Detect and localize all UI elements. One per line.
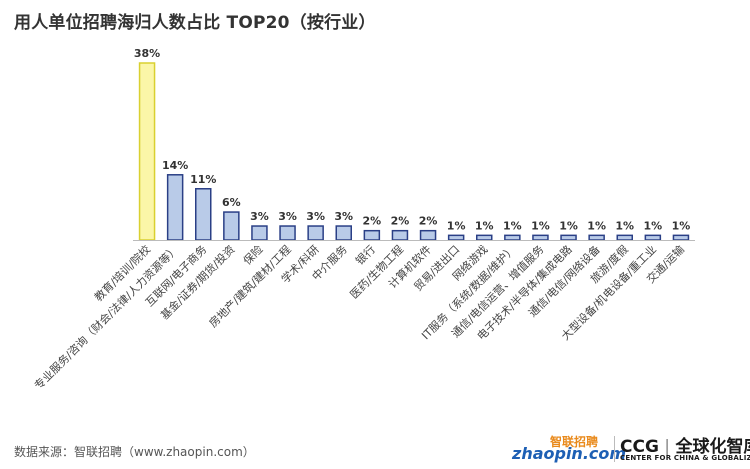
category-label-2: 专业服务/咨询（财会/法律/人力资源等） xyxy=(31,242,181,392)
bars-group xyxy=(138,62,690,241)
value-label-18: 1% xyxy=(615,219,634,232)
bar-10 xyxy=(391,229,409,241)
value-label-2: 14% xyxy=(162,159,188,172)
value-label-3: 11% xyxy=(190,173,216,186)
ccg-logo-cn: 全球化智库 xyxy=(675,437,750,457)
value-label-7: 3% xyxy=(306,210,325,223)
value-label-15: 1% xyxy=(531,219,550,232)
bar-11 xyxy=(419,229,437,241)
ccg-logo-mark: CCG | 全球化智库 xyxy=(620,432,750,457)
value-label-6: 3% xyxy=(278,210,297,223)
ccg-logo: CCG | 全球化智库 CENTER FOR CHINA & GLOBALIZA… xyxy=(620,432,750,466)
bar-20 xyxy=(672,234,690,241)
bar-7 xyxy=(307,225,324,241)
bar-8 xyxy=(335,225,352,241)
value-label-4: 6% xyxy=(222,196,241,209)
value-label-5: 3% xyxy=(250,210,269,223)
value-label-20: 1% xyxy=(672,219,691,232)
value-label-12: 1% xyxy=(447,219,466,232)
value-label-14: 1% xyxy=(503,219,522,232)
category-label-5: 保险 xyxy=(240,242,265,267)
category-labels-group: 教育/培训/院校专业服务/咨询（财会/法律/人力资源等）互联网/电子商务基金/证… xyxy=(31,242,687,392)
value-label-1: 38% xyxy=(134,47,160,60)
bar-2 xyxy=(166,174,184,241)
value-label-17: 1% xyxy=(587,219,606,232)
value-label-11: 2% xyxy=(419,215,438,228)
chart-title: 用人单位招聘海归人数占比 TOP20（按行业） xyxy=(14,13,376,33)
logo-divider xyxy=(614,436,615,462)
zhaopin-logo-en: zhaopin.com xyxy=(512,444,627,463)
bar-19 xyxy=(644,234,662,241)
value-label-10: 2% xyxy=(391,215,410,228)
zhaopin-logo: 智联招聘 zhaopin.com xyxy=(512,433,626,463)
bar-5 xyxy=(251,225,268,241)
ccg-logo-abbr: CCG xyxy=(620,437,659,457)
value-labels-group: 38% 14%11% 6% 3% 3% 3% 3% 2% 2% 2% 1% 1% 1% 1% 1% 1% 1% 1… xyxy=(134,47,690,232)
bar-4 xyxy=(223,211,240,241)
ccg-logo-en: CENTER FOR CHINA & GLOBALIZATION xyxy=(620,454,750,462)
bar-9 xyxy=(363,229,381,241)
value-label-9: 2% xyxy=(363,215,382,228)
zhaopin-logo-cn: 智联招聘 xyxy=(550,435,599,449)
value-label-19: 1% xyxy=(644,219,663,232)
category-label-9: 银行 xyxy=(353,242,378,267)
data-source-note: 数据来源：智联招聘（www.zhaopin.com） xyxy=(14,445,255,459)
bar-16 xyxy=(560,234,577,241)
bar-17 xyxy=(588,234,605,241)
value-label-13: 1% xyxy=(475,219,494,232)
bar-12 xyxy=(447,234,465,241)
bar-15 xyxy=(532,234,549,241)
value-label-8: 3% xyxy=(334,210,353,223)
bar-13 xyxy=(476,234,493,241)
bar-18 xyxy=(616,234,633,241)
bar-6 xyxy=(279,225,296,241)
bar-3 xyxy=(195,188,212,241)
value-label-16: 1% xyxy=(559,219,578,232)
bar-14 xyxy=(504,234,521,241)
bar-1 xyxy=(138,62,156,241)
